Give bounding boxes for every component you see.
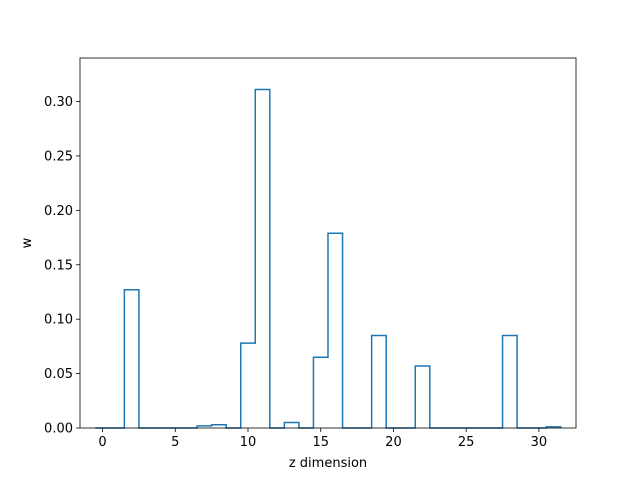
- bar-z-16: [328, 233, 343, 428]
- y-tick-label: 0.10: [44, 313, 73, 328]
- x-axis-label: z dimension: [289, 456, 367, 471]
- x-tick-label: 10: [240, 435, 257, 450]
- x-tick-label: 30: [531, 435, 548, 450]
- axis-ticks: 0 5 10 15 20 25 30 0.00 0.05 0.10 0.15 0.20 0.25 0.30: [44, 95, 547, 450]
- bar-z-11: [255, 90, 270, 428]
- x-tick-label: 15: [312, 435, 329, 450]
- bar-z-19: [372, 336, 387, 429]
- y-tick-label: 0.20: [44, 204, 73, 219]
- y-tick-label: 0.25: [44, 149, 73, 164]
- x-tick-label: 20: [385, 435, 402, 450]
- x-tick-label: 5: [171, 435, 179, 450]
- y-tick-label: 0.00: [44, 422, 73, 437]
- x-tick-label: 0: [98, 435, 106, 450]
- x-tick-label: 25: [458, 435, 475, 450]
- y-tick-label: 0.30: [44, 95, 73, 110]
- y-axis-label: w: [20, 237, 35, 248]
- bar-z-13: [284, 423, 299, 428]
- y-tick-label: 0.05: [44, 367, 73, 382]
- bar-z-15: [313, 357, 328, 428]
- bar-z-2: [124, 290, 139, 428]
- bar-z-8: [212, 425, 227, 428]
- y-tick-label: 0.15: [44, 258, 73, 273]
- axes-frame: [79, 57, 577, 429]
- bar-z-22: [415, 366, 430, 428]
- bar-z-28: [503, 336, 518, 429]
- bar-z-10: [241, 343, 256, 428]
